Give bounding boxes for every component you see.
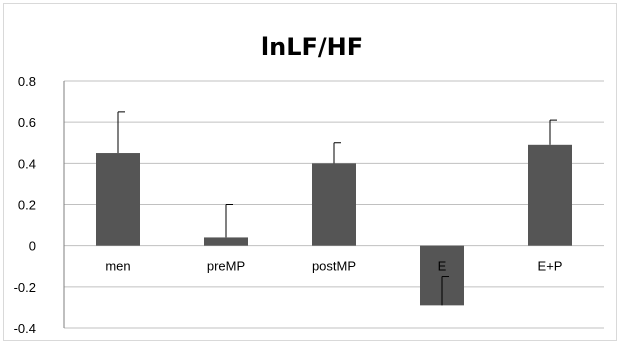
bars bbox=[96, 144, 572, 306]
category-label: preMP bbox=[207, 259, 245, 274]
category-label: E bbox=[438, 259, 447, 274]
y-tick-label: 0.8 bbox=[18, 74, 36, 89]
y-tick-label: 0 bbox=[29, 239, 36, 254]
bar bbox=[528, 144, 572, 246]
y-axis-ticks: 0.8 0.6 0.4 0.2 0 -0.2 -0.4 bbox=[14, 74, 36, 336]
chart-title: lnLF/HF bbox=[261, 33, 363, 61]
bar bbox=[312, 163, 356, 246]
y-tick-label: 0.6 bbox=[18, 115, 36, 130]
y-tick-label: -0.4 bbox=[14, 321, 36, 336]
bar bbox=[204, 237, 248, 246]
error-bars bbox=[117, 111, 557, 306]
y-tick-label: 0.4 bbox=[18, 156, 36, 171]
bar bbox=[96, 153, 140, 246]
y-tick-label: 0.2 bbox=[18, 198, 36, 213]
category-label: postMP bbox=[312, 259, 356, 274]
category-label: E+P bbox=[538, 259, 563, 274]
y-tick-label: -0.2 bbox=[14, 280, 36, 295]
gridlines bbox=[63, 80, 604, 329]
x-axis-categories: men preMP postMP E E+P bbox=[105, 259, 562, 274]
category-label: men bbox=[105, 259, 130, 274]
